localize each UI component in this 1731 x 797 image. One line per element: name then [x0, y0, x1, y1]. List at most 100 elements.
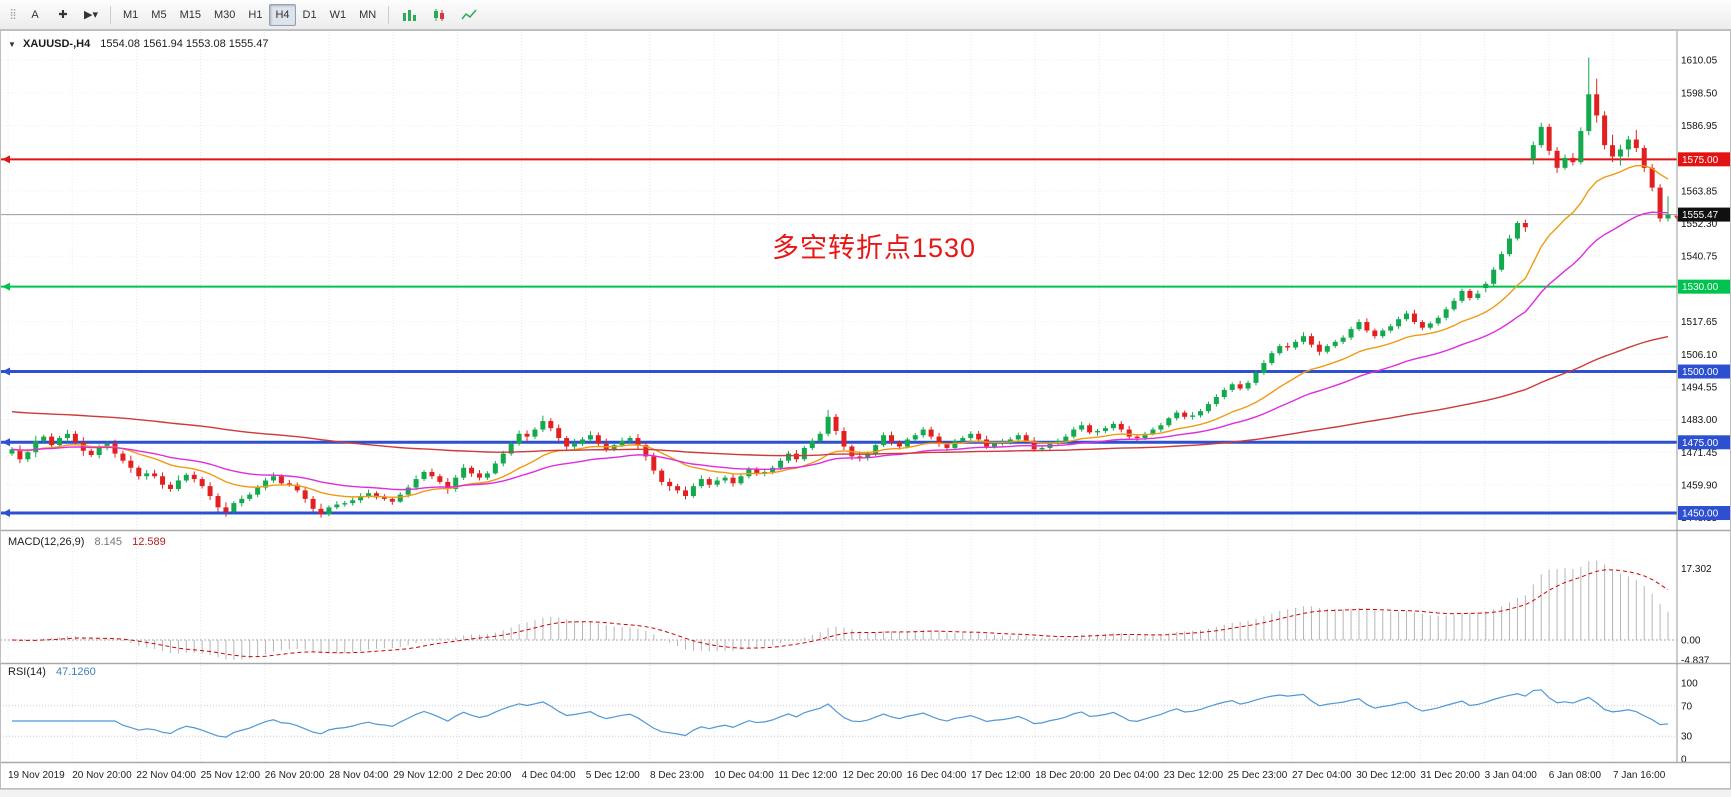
candle-body — [1316, 344, 1322, 352]
candle-body — [1126, 429, 1132, 437]
candle-body — [1475, 293, 1481, 298]
candle-body — [778, 460, 784, 468]
rsi-axis-label: 30 — [1681, 732, 1693, 743]
candle-body — [1142, 433, 1148, 439]
timeframe-button-h1[interactable]: H1 — [242, 4, 268, 26]
timeframe-button-mn[interactable]: MN — [353, 4, 382, 26]
time-axis-label: 12 Dec 20:00 — [843, 770, 903, 781]
candle-body — [1491, 269, 1497, 284]
time-axis-label: 16 Dec 04:00 — [907, 770, 967, 781]
drawing-tools-dropdown[interactable]: ▶▾ — [78, 4, 104, 26]
chart-annotation-text[interactable]: 多空转折点1530 — [772, 233, 977, 263]
candle-body — [484, 473, 490, 478]
candle-body — [936, 436, 942, 444]
candle-body — [556, 428, 562, 439]
timeframe-button-m30[interactable]: M30 — [208, 4, 241, 26]
rsi-axis-label: 70 — [1681, 701, 1693, 712]
timeframe-button-m15[interactable]: M15 — [174, 4, 207, 26]
time-axis-label: 29 Nov 12:00 — [393, 770, 453, 781]
text-tool-button[interactable]: A — [22, 4, 48, 26]
price-badge-label: 1530.00 — [1682, 282, 1719, 293]
price-axis-label: 1471.45 — [1681, 448, 1718, 459]
macd-axis-label: 17.302 — [1681, 564, 1712, 575]
toolbar: ⣿ A ✚ ▶▾ M1 M5 M15 M30 H1 H4 D1 W1 MN — [0, 0, 1731, 30]
candle-body — [1166, 418, 1172, 426]
candle-body — [1324, 346, 1330, 352]
time-axis-label: 25 Nov 12:00 — [201, 770, 261, 781]
crosshair-tool-button[interactable]: ✚ — [50, 4, 76, 26]
rsi-name: RSI(14) — [8, 666, 46, 678]
window-bottom-strip — [0, 789, 1731, 797]
toolbar-tools-group: ⣿ A ✚ ▶▾ — [6, 4, 104, 26]
price-badge — [1678, 435, 1730, 450]
candle-body — [548, 421, 554, 429]
candle-body — [1435, 317, 1441, 324]
candle-body — [25, 452, 31, 460]
time-axis-label: 5 Dec 12:00 — [586, 770, 640, 781]
candle-body — [167, 484, 173, 489]
bar-chart-icon — [403, 9, 417, 21]
candle-body — [136, 467, 142, 477]
price-badge — [1678, 152, 1730, 167]
candle-body — [1269, 353, 1275, 364]
candle-body — [1158, 425, 1164, 430]
candle-body — [1411, 313, 1417, 323]
candle-body — [64, 433, 70, 439]
candle-body — [1277, 346, 1283, 354]
candle-body — [1546, 126, 1552, 151]
timeframe-button-d1[interactable]: D1 — [297, 4, 323, 26]
chart-title: ▼ XAUUSD-,H4 1554.08 1561.94 1553.08 155… — [8, 38, 269, 50]
candle-body — [469, 467, 475, 474]
candle-body — [968, 433, 974, 439]
price-badge — [1678, 364, 1730, 379]
timeframe-button-m1[interactable]: M1 — [117, 4, 144, 26]
candle-body — [1602, 115, 1608, 146]
time-axis-label: 7 Jan 16:00 — [1613, 770, 1666, 781]
candle-body — [310, 498, 316, 509]
candle-body — [1095, 430, 1101, 433]
candle-body — [342, 503, 348, 505]
candle-body — [1293, 341, 1299, 348]
candle-body — [1063, 436, 1069, 441]
line-chart-type-button[interactable] — [455, 4, 483, 26]
price-axis-label: 1552.30 — [1681, 219, 1718, 230]
chart-window-border — [0, 30, 1731, 789]
candle-body — [999, 442, 1005, 444]
candle-body — [896, 442, 902, 447]
candle-body — [1182, 412, 1188, 417]
candle-body — [1039, 447, 1045, 450]
toolbar-grip[interactable]: ⣿ — [6, 4, 20, 26]
chart-canvas[interactable]: 17.302 0.00 -4.837 100 70 30 0 1610.05 1598.50 15… — [0, 30, 1731, 797]
candle-body — [627, 438, 633, 441]
time-axis-label: 22 Nov 04:00 — [136, 770, 196, 781]
time-axis-label: 18 Dec 20:00 — [1035, 770, 1095, 781]
candle-body — [144, 473, 150, 477]
candle-body — [373, 493, 379, 498]
bar-chart-type-button[interactable] — [395, 4, 423, 26]
timeframe-button-w1[interactable]: W1 — [324, 4, 353, 26]
price-badge — [1678, 279, 1730, 294]
candle-body — [746, 469, 752, 477]
candle-body — [112, 443, 118, 454]
price-badge-label: 1575.00 — [1682, 155, 1719, 166]
chart-menu-arrow-icon[interactable]: ▼ — [8, 40, 16, 49]
candle-body — [984, 439, 990, 447]
candle-body — [1617, 149, 1623, 157]
candle-body — [1253, 372, 1259, 383]
timeframe-button-h4[interactable]: H4 — [269, 3, 296, 26]
candle-body — [1499, 254, 1505, 270]
time-axis-label: 10 Dec 04:00 — [714, 770, 774, 781]
time-axis-label: 30 Dec 12:00 — [1356, 770, 1416, 781]
candle-body — [889, 435, 895, 443]
candle-body — [540, 421, 546, 430]
candlestick-chart-type-button[interactable] — [425, 4, 453, 26]
time-axis-label: 23 Dec 12:00 — [1164, 770, 1224, 781]
candle-body — [1261, 363, 1267, 373]
candle-body — [635, 438, 641, 446]
macd-indicator-label: MACD(12,26,9) 8.145 12.589 — [8, 536, 166, 548]
candle-body — [1332, 341, 1338, 347]
timeframe-button-m5[interactable]: M5 — [145, 4, 172, 26]
candle-body — [437, 476, 443, 482]
macd-name: MACD(12,26,9) — [8, 536, 85, 548]
time-axis-label: 6 Jan 08:00 — [1549, 770, 1602, 781]
